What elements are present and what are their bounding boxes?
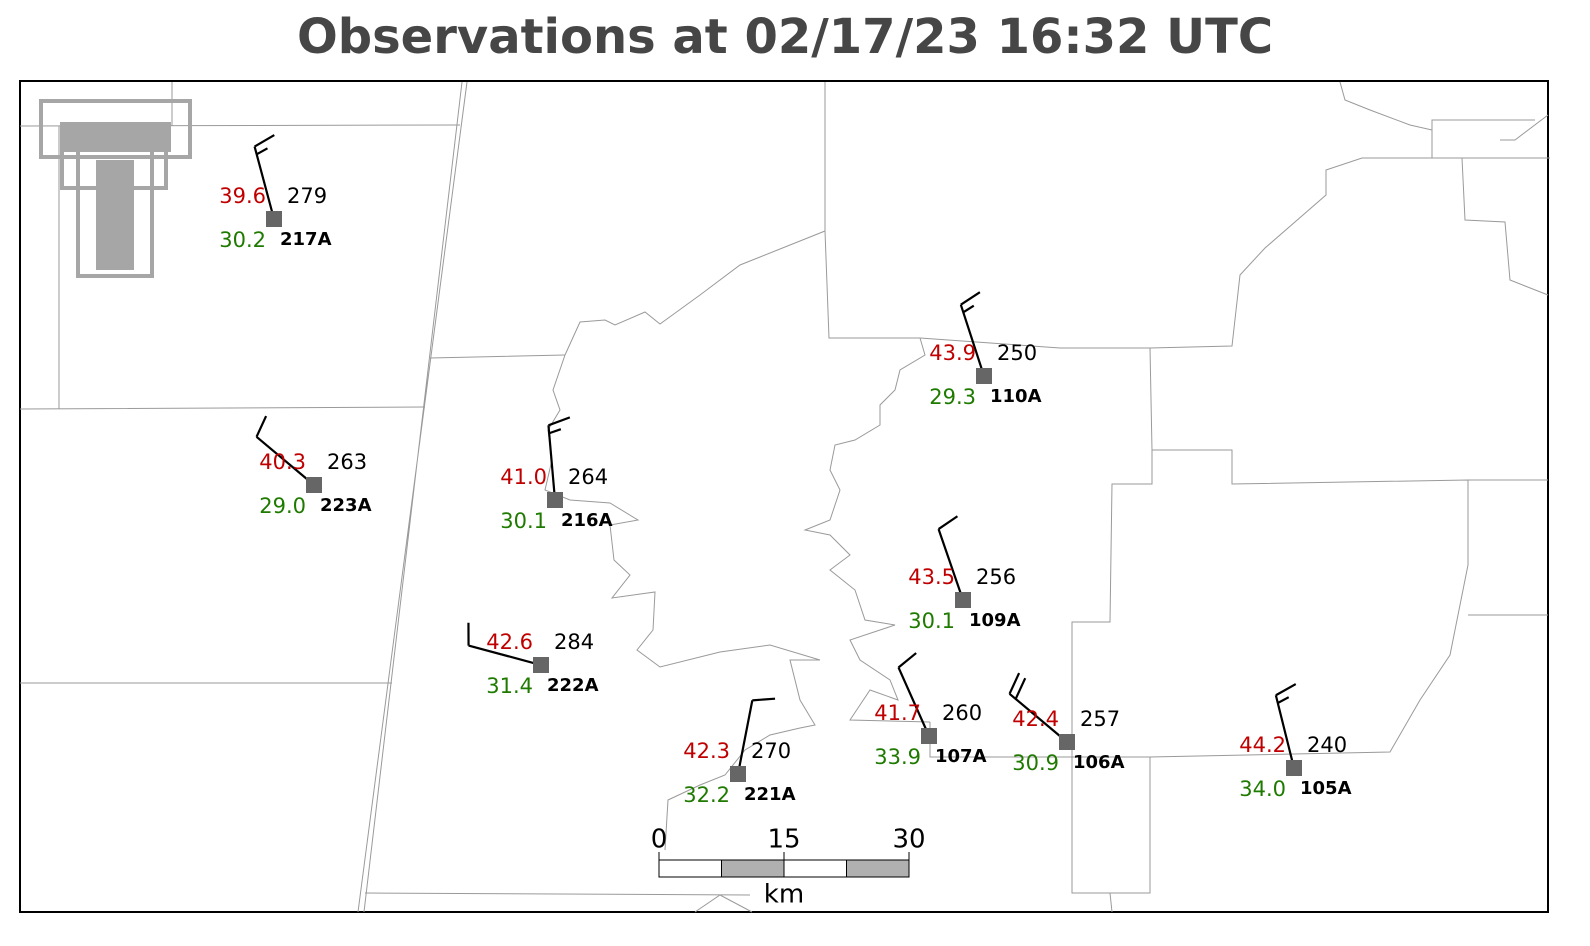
pressure: 270: [751, 739, 791, 763]
station-marker: [1286, 760, 1302, 776]
pressure: 257: [1080, 707, 1120, 731]
wind-barb: [1274, 683, 1297, 769]
station-id: 109A: [969, 610, 1021, 631]
wind-barb: [253, 134, 276, 220]
station-marker: [730, 766, 746, 782]
wind-barb: [897, 652, 931, 737]
station-marker: [266, 211, 282, 227]
temperature: 43.9: [929, 341, 976, 365]
station-id: 107A: [935, 746, 987, 767]
dewpoint: 29.3: [929, 385, 976, 409]
station-plots: 39.6 279 30.2 217A 40.3 263 29.0 223A 41.0 264 30.…: [219, 134, 1352, 807]
station-marker: [547, 492, 563, 508]
station-id: 105A: [1300, 778, 1352, 799]
station-marker: [921, 728, 937, 744]
dewpoint: 30.1: [908, 609, 955, 633]
dewpoint: 31.4: [486, 674, 533, 698]
station-id: 221A: [744, 784, 796, 805]
temperature: 39.6: [219, 184, 266, 208]
pressure: 264: [568, 465, 608, 489]
station-marker: [955, 592, 971, 608]
dewpoint: 30.1: [500, 509, 547, 533]
scale-tick-label: 30: [892, 825, 925, 855]
scale-segment: [783, 859, 847, 878]
station-marker: [976, 368, 992, 384]
temperature: 42.3: [683, 739, 730, 763]
dewpoint: 30.2: [219, 228, 266, 252]
station-id: 222A: [547, 675, 599, 696]
dewpoint: 29.0: [259, 494, 306, 518]
station-marker: [306, 477, 322, 493]
temperature: 40.3: [259, 450, 306, 474]
station-id: 216A: [561, 510, 613, 531]
scale-tick-label: 15: [767, 825, 800, 855]
scale-segment: [721, 859, 785, 878]
wind-barb: [736, 697, 776, 775]
pressure: 256: [976, 565, 1016, 589]
station-id: 110A: [990, 386, 1042, 407]
temperature: 43.5: [908, 565, 955, 589]
wind-barb: [255, 415, 315, 486]
scale-unit: km: [764, 880, 804, 910]
station-marker: [533, 657, 549, 673]
dewpoint: 30.9: [1012, 751, 1059, 775]
station-id: 223A: [320, 495, 372, 516]
logo: [39, 99, 192, 278]
scale-bar: 0 15 30 km: [651, 825, 926, 910]
dewpoint: 34.0: [1239, 777, 1286, 801]
scale-segment: [846, 859, 910, 878]
temperature: 42.6: [486, 630, 533, 654]
wind-barb: [959, 291, 986, 377]
pressure: 263: [327, 450, 367, 474]
temperature: 41.7: [874, 701, 921, 725]
temperature: 42.4: [1012, 707, 1059, 731]
temperature: 41.0: [500, 465, 547, 489]
wind-barb: [547, 416, 571, 501]
pressure: 284: [554, 630, 594, 654]
temperature: 44.2: [1239, 733, 1286, 757]
station-id: 217A: [280, 229, 332, 250]
scale-tick-label: 0: [651, 825, 668, 855]
dewpoint: 32.2: [683, 783, 730, 807]
pressure: 279: [287, 184, 327, 208]
wind-barb: [1008, 672, 1068, 743]
wind-barb: [467, 622, 542, 667]
title: Observations at 02/17/23 16:32 UTC: [297, 9, 1273, 65]
dewpoint: 33.9: [874, 745, 921, 769]
pressure: 260: [942, 701, 982, 725]
wind-barb: [937, 515, 965, 601]
scale-segment: [658, 859, 722, 878]
station-id: 106A: [1073, 752, 1125, 773]
pressure: 240: [1307, 733, 1347, 757]
station-marker: [1059, 734, 1075, 750]
pressure: 250: [997, 341, 1037, 365]
